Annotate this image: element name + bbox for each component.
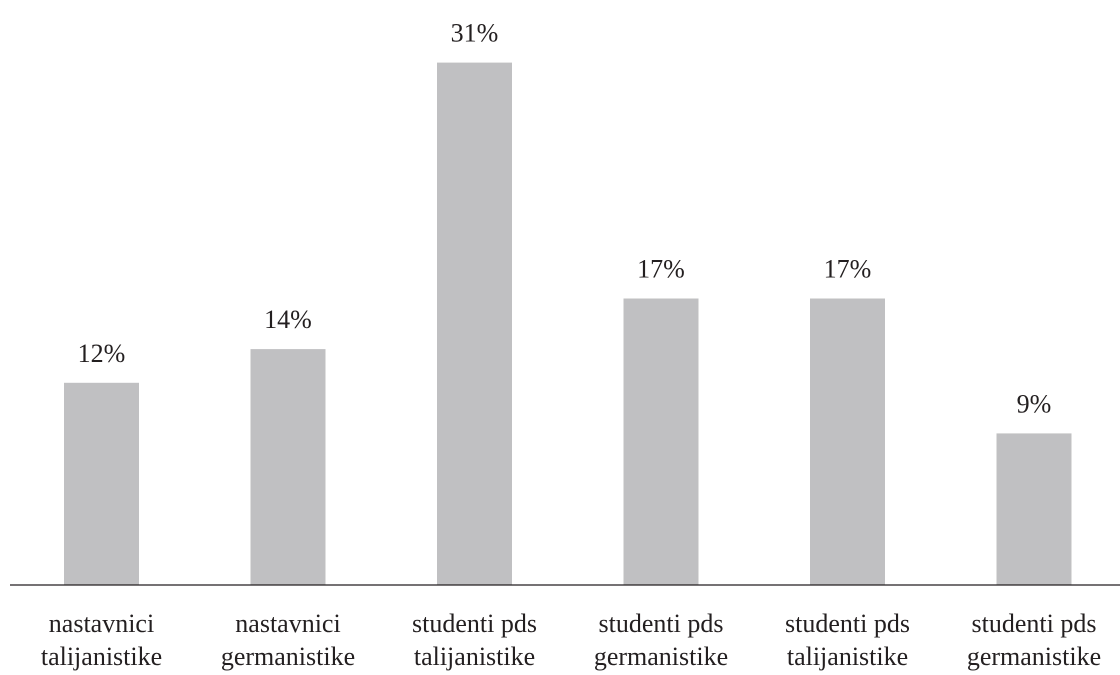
bar-4 <box>623 298 699 585</box>
x-tick-label-5-line-1: studenti pds <box>785 609 910 638</box>
x-tick-label-3-line-1: studenti pds <box>412 609 537 638</box>
x-tick-label-1-line-2: talijanistike <box>41 642 162 671</box>
data-label-3: 31% <box>451 19 499 48</box>
x-tick-label-1: nastavnici talijanistike <box>41 609 162 671</box>
data-label-2: 14% <box>264 305 312 334</box>
bar-1 <box>64 382 139 585</box>
data-label-6: 9% <box>1017 389 1052 418</box>
data-label-1: 12% <box>78 339 126 368</box>
x-tick-label-4-line-2: germanistike <box>594 642 728 671</box>
data-label-4: 17% <box>637 255 685 284</box>
bar-6 <box>996 433 1072 586</box>
bar-3 <box>437 62 512 586</box>
x-tick-label-6-line-2: germanistike <box>967 642 1101 671</box>
bar-5 <box>810 298 885 585</box>
x-tick-label-4-line-1: studenti pds <box>599 609 724 638</box>
x-tick-label-3-line-2: talijanistike <box>414 642 535 671</box>
x-tick-label-5: studenti pds talijanistike <box>785 609 910 671</box>
bars-layer <box>64 62 1072 586</box>
x-tick-label-4: studenti pds germanistike <box>594 609 728 671</box>
x-tick-label-2-line-1: nastavnici <box>235 609 340 638</box>
x-tick-label-6-line-1: studenti pds <box>972 609 1097 638</box>
x-tick-labels-layer: nastavnici talijanistike nastavnici germani… <box>41 609 1101 671</box>
x-tick-label-2-line-2: germanistike <box>221 642 355 671</box>
x-tick-label-1-line-1: nastavnici <box>49 609 154 638</box>
data-label-5: 17% <box>824 255 872 284</box>
x-tick-label-2: nastavnici germanistike <box>221 609 355 671</box>
data-labels-layer: 12% 14% 31% 17% 17% 9% <box>78 19 1052 419</box>
bar-2 <box>250 349 326 585</box>
x-tick-label-3: studenti pds talijanistike <box>412 609 537 671</box>
x-tick-label-5-line-2: talijanistike <box>787 642 908 671</box>
x-tick-label-6: studenti pds germanistike <box>967 609 1101 671</box>
